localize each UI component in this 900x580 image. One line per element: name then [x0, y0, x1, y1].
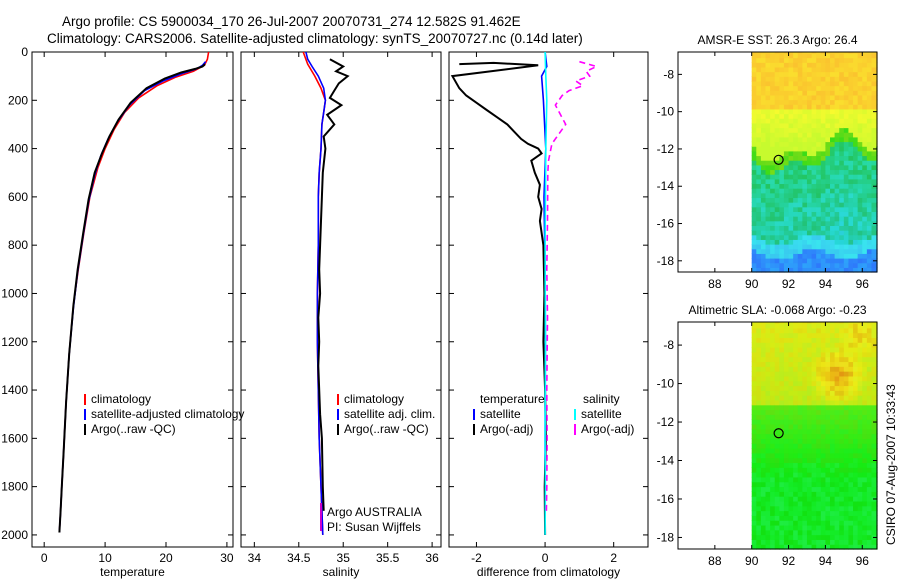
x-tick-label: -2	[471, 551, 482, 565]
y-tick-label: 1000	[1, 286, 28, 300]
y-tick-label: 0	[21, 45, 28, 59]
salinity-xlabel: salinity	[323, 565, 360, 579]
temperature-legend-item-label: climatology	[91, 392, 151, 406]
x-tick-label: 35.5	[376, 551, 400, 565]
series-line-climatology	[58, 52, 210, 533]
series-line-argo-raw-qc-	[58, 63, 206, 533]
salinity-series-group	[302, 52, 350, 535]
salinity-axes-frame	[240, 51, 442, 548]
difference-series-group	[450, 52, 599, 535]
y-tick-label: 1200	[1, 335, 28, 349]
map-x-tick-label: 90	[745, 554, 759, 568]
map-y-tick-label: -16	[657, 492, 675, 506]
x-tick-label: 36	[425, 551, 439, 565]
y-tick-label: 400	[8, 142, 28, 156]
y-tick-label: 2000	[1, 528, 28, 542]
series-line-temperature-argo-adj-	[450, 61, 547, 535]
sla-map-title: Altimetric SLA: -0.068 Argo: -0.23	[688, 303, 866, 317]
map-y-tick-label: -8	[663, 67, 674, 81]
map-y-tick-label: -10	[657, 105, 675, 119]
sla-map-axes-frame	[677, 321, 878, 550]
temperature-series-group	[58, 52, 210, 533]
map-y-tick-label: -12	[657, 142, 675, 156]
legend-temp-satellite-label: satellite	[480, 407, 521, 421]
legend-sal-satellite-label: satellite	[581, 407, 622, 421]
salinity-legend-item-label: Argo(..raw -QC)	[344, 422, 429, 436]
temperature-xlabel: temperature	[100, 565, 165, 579]
sst-map-title: AMSR-E SST: 26.3 Argo: 26.4	[697, 33, 857, 47]
x-tick-label: 35	[337, 551, 351, 565]
map-x-tick-label: 96	[856, 554, 870, 568]
y-tick-label: 1600	[1, 431, 28, 445]
temperature-legend-item-label: Argo(..raw -QC)	[91, 422, 176, 436]
difference-legend: temperaturesatelliteArgo(-adj)salinitysa…	[473, 392, 634, 436]
map-y-tick-label: -16	[657, 217, 675, 231]
map-y-tick-label: -18	[657, 254, 675, 268]
temperature-legend-item-label: satellite-adjusted climatology	[91, 407, 244, 421]
salinity-panel: 34 34.5 35 35.5 36 salinity climatologysatelli…	[240, 51, 442, 579]
legend-sal-argo-label: Argo(-adj)	[581, 422, 634, 436]
x-tick-label: 0	[542, 551, 549, 565]
series-line-satellite-adj-clim-	[305, 52, 327, 535]
map-x-tick-label: 88	[708, 277, 722, 291]
sst-map-axes-frame	[677, 51, 878, 273]
map-y-tick-label: -10	[657, 377, 675, 391]
series-line-salinity-argo-adj-	[545, 60, 599, 511]
map-x-tick-label: 94	[819, 554, 833, 568]
y-tick-label: 600	[8, 190, 28, 204]
y-tick-label: 1800	[1, 480, 28, 494]
x-tick-label: 0	[41, 551, 48, 565]
annotation-line: Argo AUSTRALIA	[327, 505, 422, 519]
x-tick-label: 10	[98, 551, 112, 565]
map-x-tick-label: 90	[745, 277, 759, 291]
x-tick-label: 30	[220, 551, 234, 565]
map-y-tick-label: -12	[657, 415, 675, 429]
legend-salinity-header: salinity	[583, 392, 620, 406]
difference-xlabel: difference from climatology	[477, 565, 620, 579]
figure-title-line2: Climatology: CARS2006. Satellite-adjuste…	[47, 31, 583, 46]
sla-map-argo-marker	[773, 428, 784, 439]
y-tick-label: 1400	[1, 383, 28, 397]
difference-axes-frame	[448, 51, 649, 548]
map-y-tick-label: -14	[657, 179, 675, 193]
sst-map-cells	[751, 52, 878, 273]
series-line-satellite-adjusted-climatology	[58, 61, 207, 533]
figure-title-line1: Argo profile: CS 5900034_170 26-Jul-2007…	[62, 14, 521, 29]
x-tick-label: 34	[248, 551, 262, 565]
legend-temp-argo-label: Argo(-adj)	[480, 422, 533, 436]
legend-temperature-header: temperature	[480, 392, 545, 406]
map-y-tick-label: -14	[657, 454, 675, 468]
temperature-panel: 0 10 20 30 0 200 400 600 800 1000 1200 1400 1600 1800…	[1, 45, 244, 579]
series-line-argo-raw-qc-	[317, 58, 350, 511]
map-x-tick-label: 92	[782, 554, 796, 568]
sla-map-panel: Altimetric SLA: -0.068 Argo: -0.23 88 90 92…	[657, 303, 878, 568]
temperature-axes-frame	[31, 51, 234, 548]
map-x-tick-label: 92	[782, 277, 796, 291]
x-tick-label: 2	[610, 551, 617, 565]
sst-map-argo-marker	[773, 154, 784, 165]
map-x-tick-label: 94	[819, 277, 833, 291]
series-line-salinity-satellite	[544, 52, 548, 535]
map-y-tick-label: -8	[663, 338, 674, 352]
sst-map-panel: AMSR-E SST: 26.3 Argo: 26.4 88 90 92 94 96 -8 -…	[657, 33, 878, 291]
y-tick-label: 200	[8, 93, 28, 107]
map-x-tick-label: 96	[856, 277, 870, 291]
map-x-tick-label: 88	[708, 554, 722, 568]
map-y-tick-label: -18	[657, 530, 675, 544]
salinity-legend-item-label: climatology	[344, 392, 404, 406]
salinity-legend-item-label: satellite adj. clim.	[344, 407, 435, 421]
y-tick-label: 800	[8, 238, 28, 252]
sla-map-cells	[751, 322, 878, 550]
x-tick-label: 20	[159, 551, 173, 565]
x-tick-label: 34.5	[287, 551, 311, 565]
annotation-line: PI: Susan Wijffels	[327, 520, 421, 534]
